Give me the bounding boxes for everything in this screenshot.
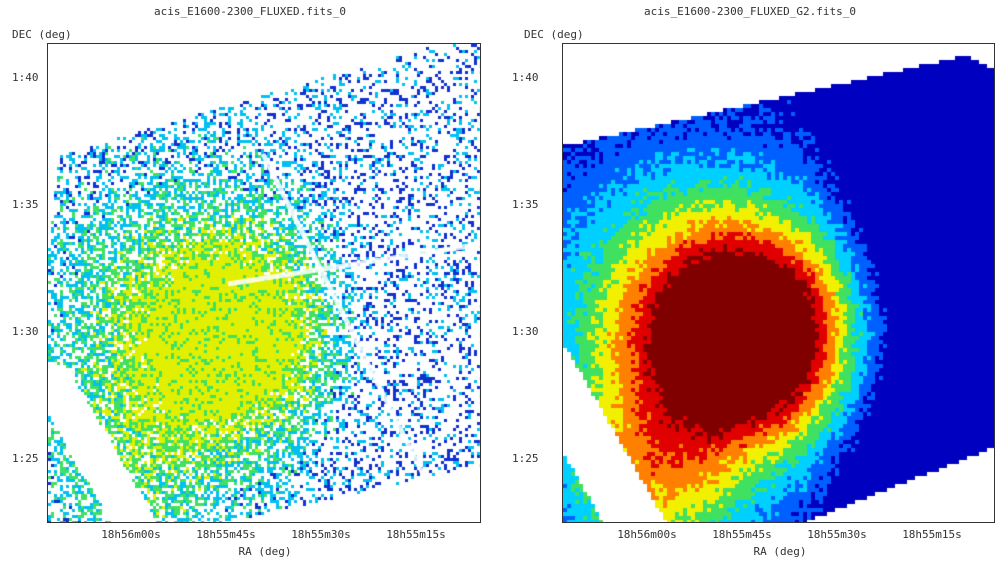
y-tick-label: 1:35 xyxy=(12,198,39,211)
x-tick-label: 18h56m00s xyxy=(617,528,677,541)
flux-image-raw[interactable] xyxy=(48,44,480,522)
x-axis-label: RA (deg) xyxy=(238,545,292,558)
left-image-panel: acis_E1600-2300_FLUXED.fits_0 DEC (deg) … xyxy=(12,5,481,558)
y-tick-label: 1:35 xyxy=(512,198,539,211)
x-tick-label: 18h55m15s xyxy=(386,528,446,541)
x-tick-label: 18h56m00s xyxy=(101,528,161,541)
x-tick-label: 18h55m45s xyxy=(196,528,256,541)
x-tick-label: 18h55m30s xyxy=(291,528,351,541)
y-axis-label: DEC (deg) xyxy=(524,28,584,41)
flux-image-smoothed[interactable] xyxy=(563,44,994,522)
right-image-panel: acis_E1600-2300_FLUXED_G2.fits_0 DEC (de… xyxy=(500,0,1000,567)
image-frame[interactable] xyxy=(562,43,995,523)
image-frame[interactable] xyxy=(47,43,481,523)
y-tick-label: 1:25 xyxy=(12,452,39,465)
y-axis-label: DEC (deg) xyxy=(12,28,72,41)
chart-title: acis_E1600-2300_FLUXED_G2.fits_0 xyxy=(644,5,856,18)
x-axis-label: RA (deg) xyxy=(753,545,807,558)
x-tick-label: 18h55m15s xyxy=(902,528,962,541)
y-tick-label: 1:30 xyxy=(12,325,39,338)
y-tick-label: 1:25 xyxy=(512,452,539,465)
y-tick-label: 1:40 xyxy=(12,71,39,84)
y-tick-label: 1:30 xyxy=(512,325,539,338)
x-tick-label: 18h55m45s xyxy=(712,528,772,541)
chart-title: acis_E1600-2300_FLUXED.fits_0 xyxy=(153,5,347,18)
x-tick-label: 18h55m30s xyxy=(807,528,867,541)
y-tick-label: 1:40 xyxy=(512,71,539,84)
